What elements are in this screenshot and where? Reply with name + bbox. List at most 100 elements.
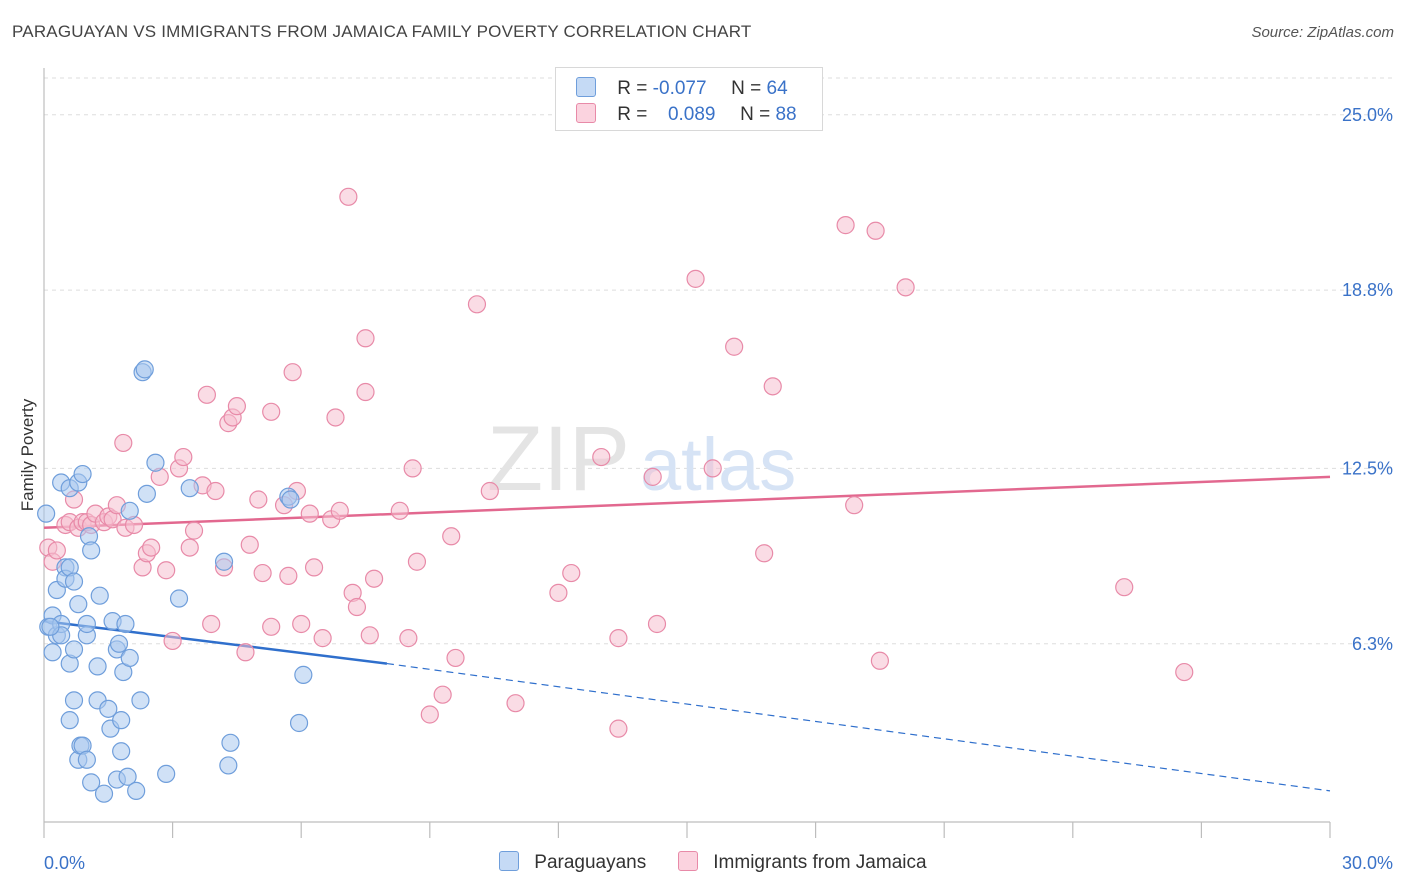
jamaica-point bbox=[330, 501, 349, 520]
jamaica-trend-line bbox=[43, 475, 1331, 530]
jamaica-point bbox=[480, 481, 499, 501]
jamaica-point bbox=[390, 501, 409, 520]
jamaica-point bbox=[347, 597, 367, 617]
legend-item-paraguayans: Paraguayans bbox=[499, 851, 646, 874]
jamaica-point bbox=[703, 459, 722, 478]
paraguayan-point bbox=[112, 711, 131, 730]
paraguayan-point bbox=[82, 541, 101, 560]
jamaica-point bbox=[755, 544, 774, 563]
paraguayan-point bbox=[77, 750, 96, 769]
jamaica-point bbox=[364, 569, 384, 588]
jamaica-point bbox=[836, 216, 855, 235]
paraguayan-trend-extension bbox=[386, 662, 1331, 792]
jamaica-point bbox=[292, 614, 311, 634]
paraguayan-point bbox=[157, 764, 176, 784]
jamaica-point bbox=[249, 490, 268, 509]
jamaica-point bbox=[206, 481, 225, 501]
jamaica-point bbox=[442, 527, 461, 546]
paraguayan-point bbox=[64, 572, 84, 591]
jamaica-point bbox=[763, 377, 782, 396]
jamaica-point bbox=[866, 221, 885, 240]
y-tick-label: 18.8% bbox=[1342, 280, 1393, 300]
jamaica-point bbox=[506, 694, 525, 713]
jamaica-point bbox=[202, 614, 221, 634]
jamaica-point bbox=[163, 631, 182, 651]
x-tick-label-max: 30.0% bbox=[1342, 853, 1393, 873]
legend-label: Paraguayans bbox=[534, 852, 647, 873]
n-value: 88 bbox=[775, 104, 797, 125]
paraguayan-point bbox=[69, 595, 88, 614]
jamaica-point bbox=[686, 269, 705, 288]
paraguayan-point bbox=[118, 767, 137, 786]
jamaica-point bbox=[420, 705, 439, 724]
jamaica-point bbox=[1175, 662, 1194, 682]
jamaica-point bbox=[870, 651, 890, 670]
r-label: R = bbox=[617, 104, 648, 125]
jamaica-point bbox=[262, 402, 281, 421]
r-label: R = bbox=[617, 78, 648, 99]
jamaica-point bbox=[592, 447, 611, 467]
y-tick-label: 6.3% bbox=[1352, 634, 1393, 654]
jamaica-point bbox=[304, 558, 324, 577]
blue-swatch bbox=[499, 851, 519, 871]
paraguayan-point bbox=[289, 713, 309, 733]
jamaica-point bbox=[157, 561, 176, 580]
paraguayan-point bbox=[120, 501, 139, 520]
jamaica-point bbox=[609, 719, 628, 738]
paraguayan-point bbox=[214, 552, 234, 571]
n-label: N = bbox=[740, 104, 771, 125]
jamaica-point bbox=[647, 614, 667, 634]
paraguayan-point bbox=[131, 691, 150, 710]
paraguayan-point bbox=[64, 640, 84, 659]
paraguayan-point bbox=[127, 781, 146, 800]
paraguayan-point bbox=[41, 617, 60, 636]
paraguayan-point bbox=[120, 648, 139, 668]
paraguayan-point bbox=[64, 691, 84, 710]
jamaica-point bbox=[184, 521, 204, 540]
paraguayan-point bbox=[77, 614, 96, 634]
jamaica-point bbox=[403, 459, 422, 478]
paraguayan-point bbox=[294, 665, 313, 684]
source-label: Source: ZipAtlas.com bbox=[1251, 24, 1394, 41]
paraguayan-point bbox=[219, 756, 238, 775]
paraguayan-point bbox=[60, 711, 79, 730]
jamaica-point bbox=[360, 626, 379, 645]
paraguayan-point bbox=[112, 742, 131, 761]
jamaica-point bbox=[725, 337, 744, 356]
jamaica-point bbox=[236, 643, 255, 662]
paraguayan-point bbox=[221, 733, 240, 752]
chart-title: PARAGUAYAN VS IMMIGRANTS FROM JAMAICA FA… bbox=[12, 22, 752, 41]
jamaica-point bbox=[142, 538, 161, 557]
paraguayan-point bbox=[37, 504, 56, 523]
paraguayan-trend-line bbox=[43, 619, 388, 665]
legend-row-jamaica: R = 0.089 N = 88 bbox=[576, 103, 797, 127]
paraguayan-point bbox=[169, 589, 189, 608]
jamaica-point bbox=[549, 583, 568, 602]
jamaica-point bbox=[609, 629, 628, 648]
paraguayan-point bbox=[73, 464, 92, 484]
jamaica-point bbox=[643, 467, 662, 486]
paraguayan-point bbox=[109, 634, 129, 653]
tick-label-layer: 6.3% 12.5% 18.8% 25.0% 0.0% 30.0% bbox=[44, 105, 1393, 873]
jamaica-point bbox=[356, 382, 375, 402]
jamaica-point bbox=[114, 433, 133, 453]
jamaica-point bbox=[562, 563, 581, 583]
trend-layer bbox=[43, 475, 1331, 792]
paraguayan-point bbox=[180, 479, 199, 498]
jamaica-point bbox=[896, 278, 915, 297]
n-value: 64 bbox=[766, 78, 788, 99]
legend-item-jamaica: Immigrants from Jamaica bbox=[678, 851, 927, 874]
jamaica-point bbox=[467, 295, 487, 314]
jamaica-point bbox=[845, 496, 864, 515]
jamaica-point bbox=[433, 685, 452, 704]
y-tick-label: 12.5% bbox=[1342, 458, 1393, 478]
blue-swatch bbox=[576, 77, 596, 97]
y-tick-label: 25.0% bbox=[1342, 105, 1393, 125]
jamaica-point bbox=[399, 629, 418, 648]
jamaica-point bbox=[313, 629, 332, 648]
paraguayan-point bbox=[90, 586, 109, 605]
jamaica-point bbox=[283, 363, 302, 382]
pink-swatch bbox=[576, 103, 596, 123]
legend-label: Immigrants from Jamaica bbox=[713, 852, 927, 873]
jamaica-point bbox=[262, 617, 281, 636]
